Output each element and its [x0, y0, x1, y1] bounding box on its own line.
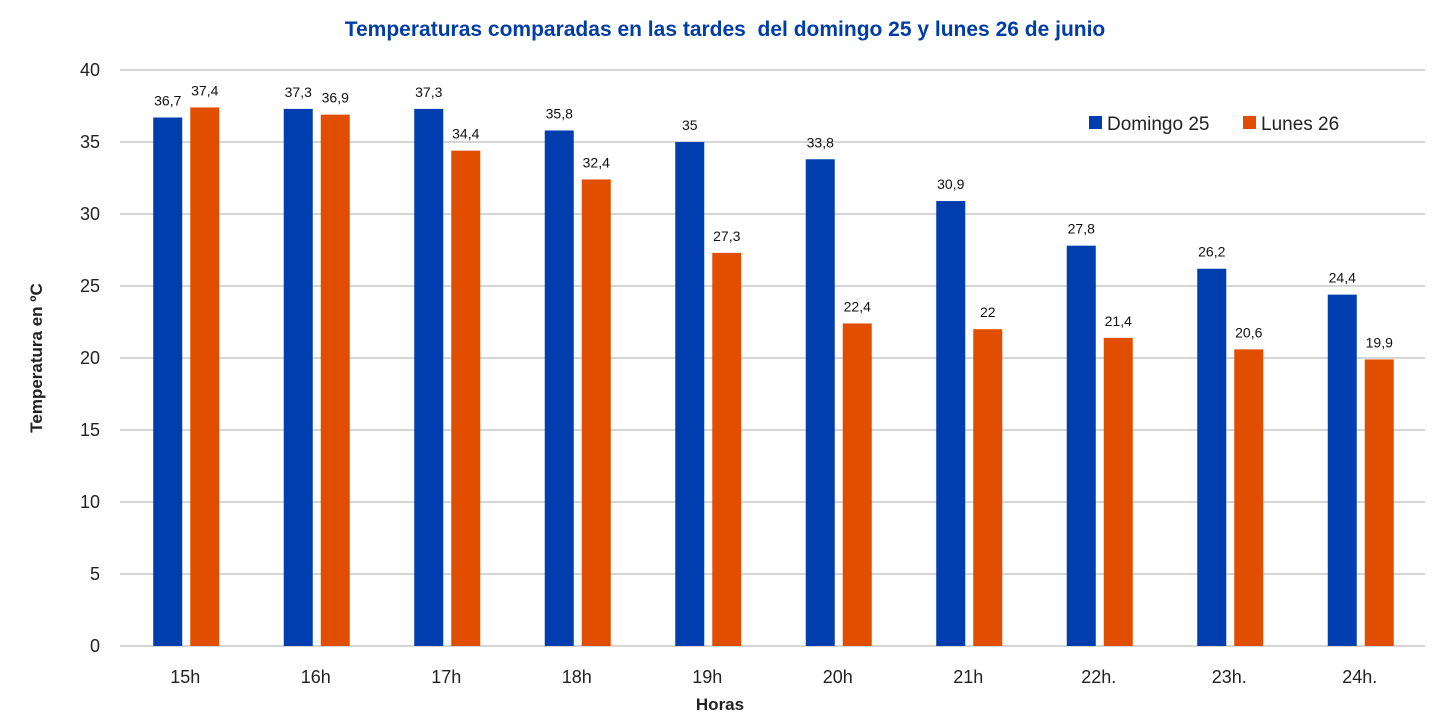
- legend-swatch-domingo: [1089, 116, 1102, 129]
- y-tick-label: 5: [90, 564, 100, 584]
- bar-domingo: [675, 142, 705, 646]
- data-label: 33,8: [807, 134, 834, 150]
- y-tick-label: 25: [80, 276, 100, 296]
- data-label: 20,6: [1235, 324, 1262, 340]
- y-axis-label: Temperatura en ºC: [27, 283, 46, 433]
- data-label: 36,7: [154, 93, 181, 109]
- data-label: 35,8: [546, 105, 573, 121]
- x-tick-label: 22h.: [1081, 667, 1116, 687]
- y-tick-label: 40: [80, 60, 100, 80]
- x-tick-label: 17h: [431, 667, 461, 687]
- bar-domingo: [1197, 268, 1227, 646]
- bar-lunes: [1234, 349, 1264, 646]
- x-tick-label: 20h: [823, 667, 853, 687]
- legend-label-lunes: Lunes 26: [1261, 114, 1339, 135]
- x-axis-label: Horas: [696, 695, 744, 714]
- bar-domingo: [805, 159, 835, 646]
- y-tick-label: 0: [90, 636, 100, 656]
- x-tick-label: 21h: [953, 667, 983, 687]
- data-label: 30,9: [937, 176, 964, 192]
- x-tick-label: 18h: [562, 667, 592, 687]
- data-label: 32,4: [583, 154, 610, 170]
- data-label: 35: [682, 117, 698, 133]
- data-label: 24,4: [1329, 270, 1356, 286]
- bar-lunes: [842, 323, 872, 646]
- data-label: 37,3: [285, 84, 312, 100]
- bar-domingo: [414, 108, 444, 646]
- bar-lunes: [451, 150, 481, 646]
- data-label: 36,9: [322, 90, 349, 106]
- bar-lunes: [581, 179, 611, 646]
- bar-lunes: [712, 252, 742, 646]
- bar-domingo: [936, 201, 966, 647]
- x-tick-label: 16h: [301, 667, 331, 687]
- data-label: 27,3: [713, 228, 740, 244]
- bar-lunes: [190, 107, 220, 646]
- bar-lunes: [973, 329, 1003, 646]
- data-label: 27,8: [1068, 221, 1095, 237]
- data-label: 21,4: [1105, 313, 1132, 329]
- y-tick-label: 35: [80, 132, 100, 152]
- data-label: 19,9: [1366, 334, 1393, 350]
- bar-lunes: [320, 114, 350, 646]
- x-tick-label: 24h.: [1342, 667, 1377, 687]
- data-label: 34,4: [452, 126, 479, 142]
- chart-title: Temperaturas comparadas en las tardes de…: [345, 18, 1106, 41]
- y-tick-label: 10: [80, 492, 100, 512]
- data-label: 26,2: [1198, 244, 1225, 260]
- x-tick-label: 15h: [170, 667, 200, 687]
- legend-label-domingo: Domingo 25: [1107, 114, 1209, 135]
- legend: Domingo 25 Lunes 26: [1089, 114, 1339, 135]
- bar-domingo: [283, 108, 313, 646]
- bar-lunes: [1364, 359, 1394, 646]
- x-tick-label: 19h: [692, 667, 722, 687]
- data-label: 22: [980, 304, 996, 320]
- bar-domingo: [544, 130, 574, 647]
- x-tick-label: 23h.: [1212, 667, 1247, 687]
- legend-swatch-lunes: [1243, 116, 1256, 129]
- data-label: 22,4: [844, 298, 871, 314]
- bar-domingo: [1327, 294, 1357, 646]
- y-tick-label: 15: [80, 420, 100, 440]
- y-tick-label: 30: [80, 204, 100, 224]
- data-label: 37,3: [415, 84, 442, 100]
- data-label: 37,4: [191, 82, 218, 98]
- bar-domingo: [1066, 245, 1096, 646]
- bar-lunes: [1103, 337, 1133, 646]
- bar-domingo: [153, 117, 183, 646]
- y-tick-label: 20: [80, 348, 100, 368]
